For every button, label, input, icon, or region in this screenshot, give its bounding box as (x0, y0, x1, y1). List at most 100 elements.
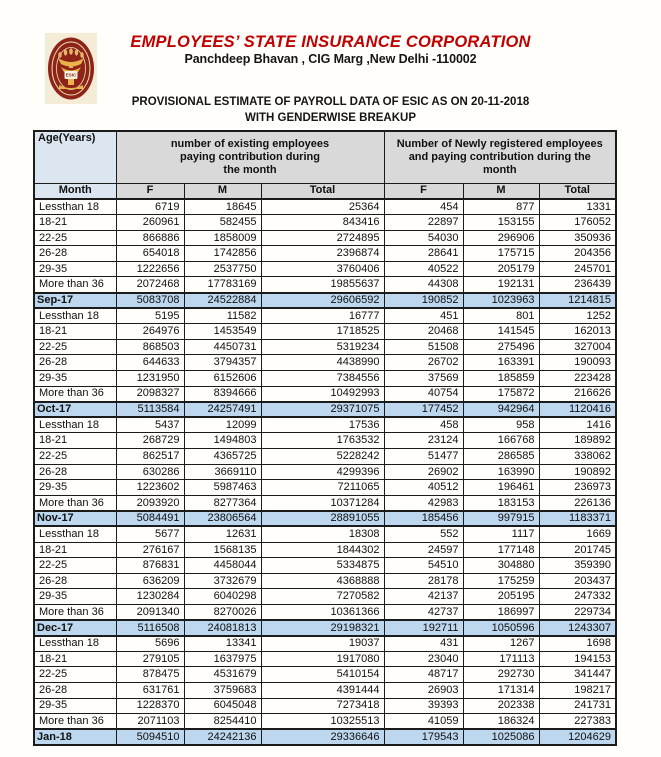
value-cell: 7273418 (260, 697, 385, 715)
table-row: 29-35 1223602 5987463 7211065 40512 196461 236… (33, 479, 617, 496)
value-cell: 877 (462, 198, 540, 216)
value-cell: 205195 (462, 588, 540, 605)
value-cell: 4365725 (183, 448, 262, 465)
value-cell: 245701 (538, 260, 617, 278)
value-cell: 997915 (462, 509, 540, 528)
value-cell: 19855637 (260, 276, 385, 294)
value-cell: 5319234 (260, 338, 385, 356)
table-row: Lessthan 18 5677 12631 18308 552 1117 1669 (33, 525, 617, 543)
table-row: More than 36 2071103 8254410 10325513 41059 1… (33, 713, 617, 730)
age-group-label: 26-28 (33, 354, 117, 372)
newly-registered-group-header: Number of Newly registered employees and… (383, 130, 617, 184)
value-cell: 942964 (462, 400, 540, 419)
payroll-table: Age(Years) number of existing employees … (33, 130, 617, 746)
value-cell: 163391 (462, 354, 540, 372)
value-cell: 1025086 (462, 728, 540, 746)
value-cell: 28178 (383, 572, 464, 590)
value-cell: 153155 (462, 214, 540, 231)
month-total-row: Nov-17 5084491 23806564 28891055 185456 99791… (33, 509, 617, 528)
value-cell: 7211065 (260, 479, 385, 496)
table-row: 22-25 866886 1858009 2724895 54030 296906 3509… (33, 229, 617, 247)
value-cell: 3760406 (260, 260, 385, 278)
month-total-row: Sep-17 5083708 24522884 29606592 190852 10239… (33, 291, 617, 310)
value-cell: 189892 (538, 432, 617, 449)
value-cell: 42983 (383, 494, 464, 512)
table-row: Lessthan 18 5437 12099 17536 458 958 1416 (33, 416, 617, 434)
value-cell: 28891055 (260, 509, 385, 528)
table-row: 26-28 631761 3759683 4391444 26903 171314 1982… (33, 681, 617, 699)
value-cell: 341447 (538, 666, 617, 683)
value-cell: 1228370 (115, 697, 185, 715)
value-cell: 190852 (383, 291, 464, 310)
month-total-label: Sep-17 (33, 291, 117, 310)
value-cell: 41059 (383, 713, 464, 730)
value-cell: 51477 (383, 448, 464, 465)
value-cell: 5696 (115, 635, 185, 652)
table-row: 29-35 1222656 2537750 3760406 40522 205179 245… (33, 260, 617, 278)
value-cell: 5410154 (260, 666, 385, 683)
age-group-label: 18-21 (33, 432, 117, 449)
value-cell: 23124 (383, 432, 464, 449)
table-row: 18-21 268729 1494803 1763532 23124 166768 1898… (33, 432, 617, 449)
value-cell: 644633 (115, 354, 185, 372)
value-cell: 162013 (538, 323, 617, 340)
table-row: 18-21 260961 582455 843416 22897 153155 176052 (33, 214, 617, 231)
value-cell: 843416 (260, 214, 385, 231)
table-row: 26-28 644633 3794357 4438990 26702 163391 1900… (33, 354, 617, 372)
value-cell: 177148 (462, 541, 540, 559)
age-group-label: 29-35 (33, 370, 117, 387)
value-cell: 1698 (538, 635, 617, 652)
table-row: 22-25 876831 4458044 5334875 54510 304880 3593… (33, 557, 617, 574)
value-cell: 6045048 (183, 697, 262, 715)
value-cell: 13341 (183, 635, 262, 652)
table-row: 29-35 1230284 6040298 7270582 42137 205195 247… (33, 588, 617, 605)
value-cell: 451 (383, 307, 464, 325)
value-cell: 177452 (383, 400, 464, 419)
value-cell: 4299396 (260, 463, 385, 481)
value-cell: 876831 (115, 557, 185, 574)
value-cell: 10361366 (260, 603, 385, 621)
month-total-row: Jan-18 5094510 24242136 29336646 179543 10250… (33, 728, 617, 746)
value-cell: 1763532 (260, 432, 385, 449)
value-cell: 16777 (260, 307, 385, 325)
value-cell: 204356 (538, 245, 617, 262)
age-group-label: 18-21 (33, 323, 117, 340)
col-header-total1: Total (260, 182, 385, 200)
column-header-row: Month F M Total F M Total (33, 182, 617, 200)
value-cell: 1204629 (538, 728, 617, 746)
value-cell: 141545 (462, 323, 540, 340)
value-cell: 5083708 (115, 291, 185, 310)
value-cell: 18308 (260, 525, 385, 543)
value-cell: 582455 (183, 214, 262, 231)
value-cell: 350936 (538, 229, 617, 247)
value-cell: 183153 (462, 494, 540, 512)
value-cell: 1844302 (260, 541, 385, 559)
value-cell: 194153 (538, 650, 617, 668)
table-row: More than 36 2098327 8394666 10492993 40754 1… (33, 385, 617, 403)
report-title: PROVISIONAL ESTIMATE OF PAYROLL DATA OF … (131, 96, 530, 108)
value-cell: 17536 (260, 416, 385, 434)
value-cell: 2724895 (260, 229, 385, 247)
value-cell: 51508 (383, 338, 464, 356)
group-header-row: Age(Years) number of existing employees … (33, 130, 617, 184)
value-cell: 171113 (462, 650, 540, 668)
value-cell: 4368888 (260, 572, 385, 590)
month-total-label: Jan-18 (33, 728, 117, 746)
table-row: More than 36 2072468 17783169 19855637 44308… (33, 276, 617, 294)
value-cell: 24597 (383, 541, 464, 559)
value-cell: 1214815 (538, 291, 617, 310)
value-cell: 4391444 (260, 681, 385, 699)
value-cell: 28641 (383, 245, 464, 262)
age-group-label: 26-28 (33, 463, 117, 481)
value-cell: 175259 (462, 572, 540, 590)
value-cell: 26702 (383, 354, 464, 372)
value-cell: 54030 (383, 229, 464, 247)
value-cell: 192131 (462, 276, 540, 294)
table-row: More than 36 2091340 8270026 10361366 42737 1… (33, 603, 617, 621)
value-cell: 3669110 (183, 463, 262, 481)
value-cell: 8277364 (183, 494, 262, 512)
age-group-label: 26-28 (33, 572, 117, 590)
value-cell: 1637975 (183, 650, 262, 668)
value-cell: 1331 (538, 198, 617, 216)
